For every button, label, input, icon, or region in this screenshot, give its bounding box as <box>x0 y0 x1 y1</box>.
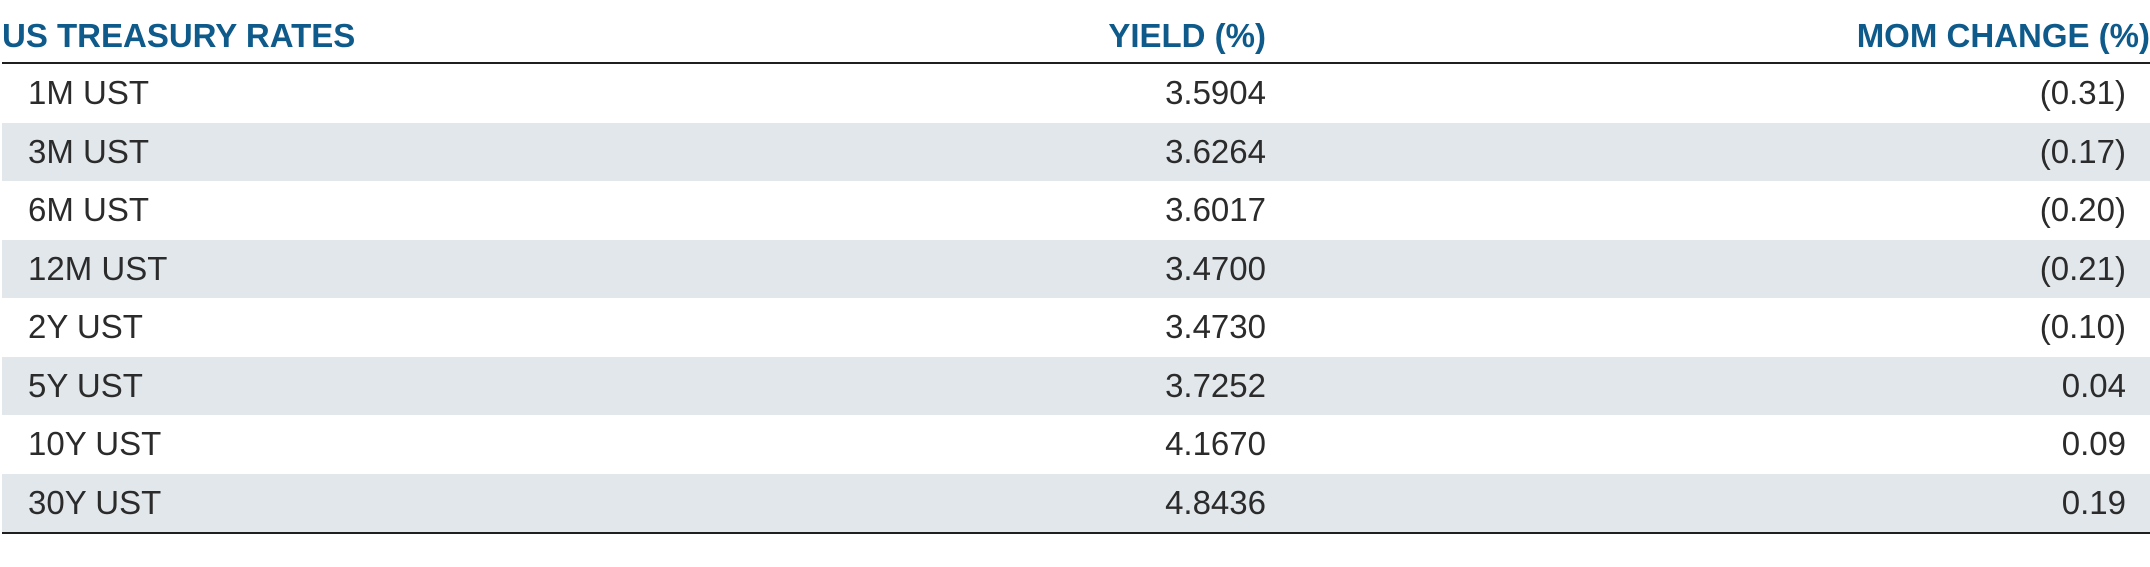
row-mom-change: 0.19 <box>2061 483 2126 521</box>
row-label: 12M UST <box>28 249 168 287</box>
row-yield: 3.6017 <box>1165 191 1266 228</box>
table-row: 10Y UST 4.1670 0.09 <box>2 415 2150 474</box>
header-us-treasury-rates: US TREASURY RATES <box>2 17 356 54</box>
row-yield: 3.5904 <box>1165 74 1266 111</box>
row-label: 6M UST <box>28 191 150 228</box>
row-label: 3M UST <box>28 132 150 170</box>
treasury-rates-table: US TREASURY RATES YIELD (%) MOM CHANGE (… <box>2 0 2150 534</box>
row-mom-change: (0.21) <box>2039 249 2126 287</box>
row-mom-change: 0.09 <box>2061 425 2126 462</box>
row-label: 30Y UST <box>28 483 162 521</box>
row-label: 10Y UST <box>28 425 162 462</box>
table-row: 3M UST 3.6264 (0.17) <box>2 122 2150 181</box>
table-row: 5Y UST 3.7252 0.04 <box>2 356 2150 415</box>
row-yield: 4.1670 <box>1165 425 1266 462</box>
row-label: 1M UST <box>28 74 150 111</box>
row-yield: 4.8436 <box>1165 483 1266 521</box>
table-bottom-rule <box>2 532 2150 534</box>
row-mom-change: (0.20) <box>2039 191 2126 228</box>
row-label: 2Y UST <box>28 308 143 345</box>
header-mom-change: MOM CHANGE (%) <box>1856 17 2150 54</box>
row-mom-change: (0.17) <box>2039 132 2126 170</box>
row-label: 5Y UST <box>28 366 143 404</box>
table-row: 6M UST 3.6017 (0.20) <box>2 181 2150 240</box>
table-row: 1M UST 3.5904 (0.31) <box>2 64 2150 123</box>
row-mom-change: (0.10) <box>2039 308 2126 345</box>
header-yield: YIELD (%) <box>1108 17 1266 54</box>
table-row: 2Y UST 3.4730 (0.10) <box>2 298 2150 357</box>
row-mom-change: 0.04 <box>2061 366 2126 404</box>
table-row: 12M UST 3.4700 (0.21) <box>2 239 2150 298</box>
row-yield: 3.4730 <box>1165 308 1266 345</box>
row-yield: 3.6264 <box>1165 132 1266 170</box>
table-header: US TREASURY RATES YIELD (%) MOM CHANGE (… <box>2 0 2150 64</box>
row-yield: 3.7252 <box>1165 366 1266 404</box>
row-mom-change: (0.31) <box>2039 74 2126 111</box>
table-row: 30Y UST 4.8436 0.19 <box>2 473 2150 532</box>
row-yield: 3.4700 <box>1165 249 1266 287</box>
